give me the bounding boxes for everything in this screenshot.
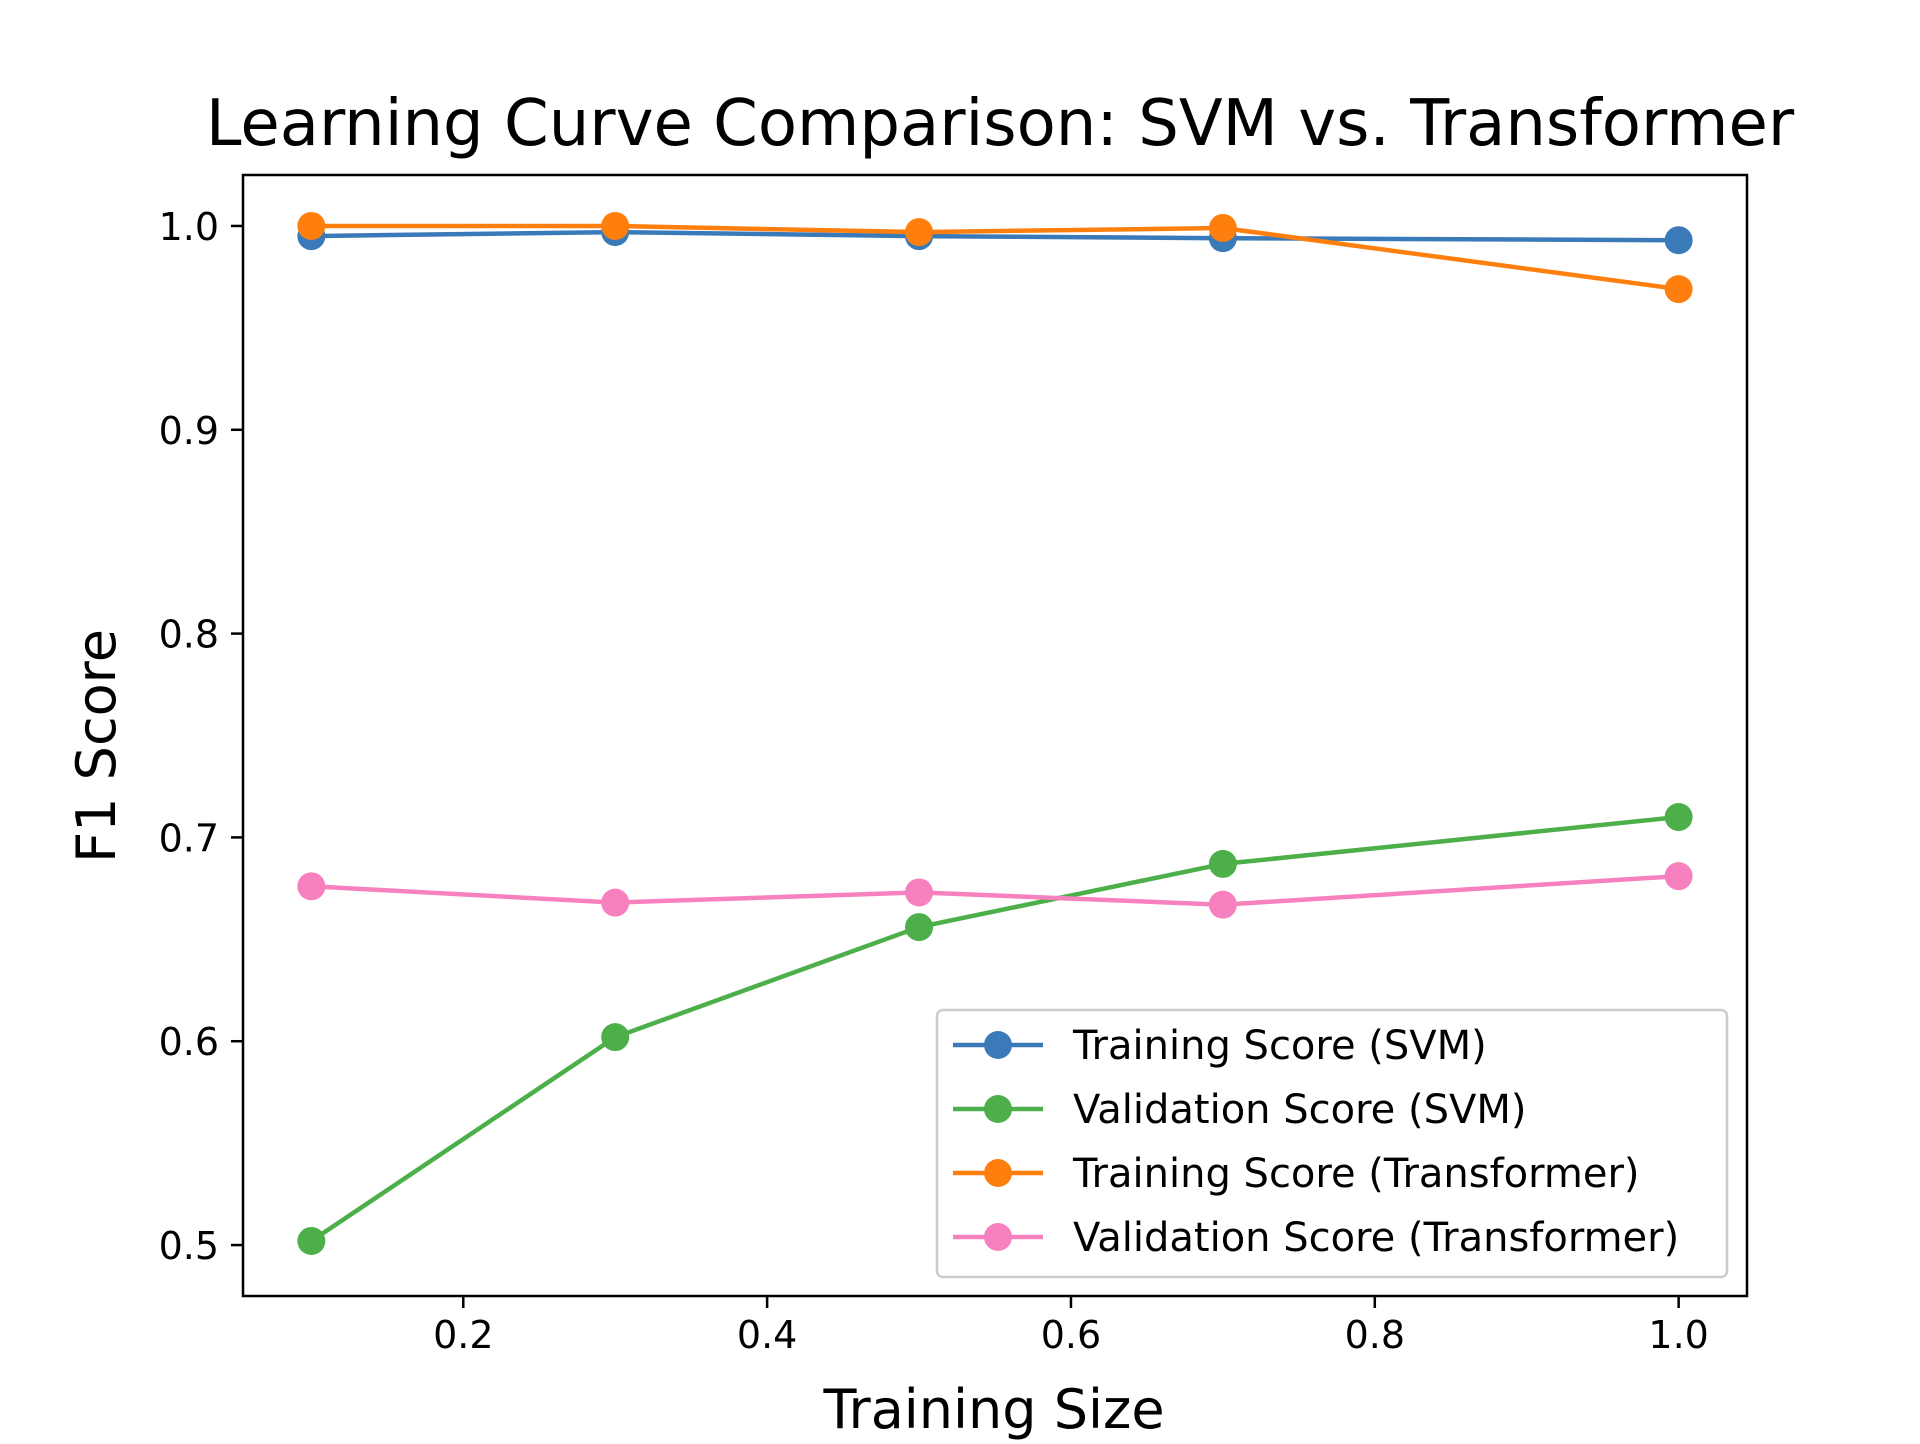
x-tick-label: 0.6 bbox=[1041, 1313, 1101, 1357]
y-tick-label: 0.8 bbox=[159, 613, 219, 657]
data-point bbox=[905, 878, 934, 907]
legend-swatch-marker bbox=[984, 1223, 1012, 1251]
data-point bbox=[297, 211, 326, 240]
data-point bbox=[1664, 275, 1693, 304]
series-1 bbox=[297, 218, 1693, 255]
data-point bbox=[1664, 226, 1693, 255]
y-tick-label: 0.9 bbox=[159, 409, 219, 453]
legend-entry: Validation Score (Transformer) bbox=[953, 1215, 1679, 1261]
y-tick-label: 1.0 bbox=[159, 205, 219, 249]
series-2 bbox=[297, 803, 1693, 1255]
data-point bbox=[1208, 890, 1237, 919]
legend-swatch-marker bbox=[984, 1095, 1012, 1123]
legend-entry: Validation Score (SVM) bbox=[953, 1087, 1526, 1133]
data-point bbox=[905, 218, 934, 247]
x-tick-label: 0.4 bbox=[737, 1313, 797, 1357]
legend-label: Training Score (SVM) bbox=[1072, 1023, 1487, 1069]
legend-swatch-marker bbox=[984, 1031, 1012, 1059]
data-point bbox=[1208, 849, 1237, 878]
series-line bbox=[309, 873, 1681, 907]
legend-entry: Training Score (SVM) bbox=[953, 1023, 1487, 1069]
legend-label: Validation Score (SVM) bbox=[1073, 1087, 1526, 1133]
legend-entry: Training Score (Transformer) bbox=[953, 1151, 1640, 1197]
y-tick-label: 0.6 bbox=[159, 1020, 219, 1064]
legend: Training Score (SVM) Validation Score (SV… bbox=[935, 1008, 1729, 1279]
data-point bbox=[905, 913, 934, 942]
x-tick-label: 1.0 bbox=[1648, 1313, 1708, 1357]
plot-frame bbox=[241, 173, 1749, 1298]
legend-label: Validation Score (Transformer) bbox=[1073, 1215, 1679, 1261]
y-axis-label: F1 Score bbox=[65, 629, 128, 863]
data-point bbox=[1664, 862, 1693, 891]
data-point bbox=[297, 1226, 326, 1255]
x-axis-label: Training Size bbox=[822, 1378, 1164, 1440]
data-point bbox=[601, 888, 630, 917]
data-point bbox=[601, 211, 630, 240]
plot-area bbox=[297, 211, 1693, 1255]
y-tick-label: 0.5 bbox=[159, 1224, 219, 1268]
x-tick-label: 0.8 bbox=[1345, 1313, 1405, 1357]
legend-swatch-marker bbox=[984, 1159, 1012, 1187]
data-point bbox=[601, 1023, 630, 1052]
series-4 bbox=[297, 862, 1693, 919]
series-3 bbox=[297, 211, 1693, 304]
data-point bbox=[1208, 213, 1237, 242]
data-point bbox=[297, 872, 326, 901]
x-tick-label: 0.2 bbox=[433, 1313, 493, 1357]
data-point bbox=[1664, 803, 1693, 832]
axes: 0.2 0.4 0.6 0.8 1.0 0.5 0.6 0.7 0.8 0.9 1.0 bbox=[159, 173, 1749, 1357]
legend-label: Training Score (Transformer) bbox=[1072, 1151, 1640, 1197]
chart-title: Learning Curve Comparison: SVM vs. Trans… bbox=[206, 87, 1795, 161]
legend-box bbox=[935, 1008, 1729, 1279]
y-tick-label: 0.7 bbox=[159, 816, 219, 860]
